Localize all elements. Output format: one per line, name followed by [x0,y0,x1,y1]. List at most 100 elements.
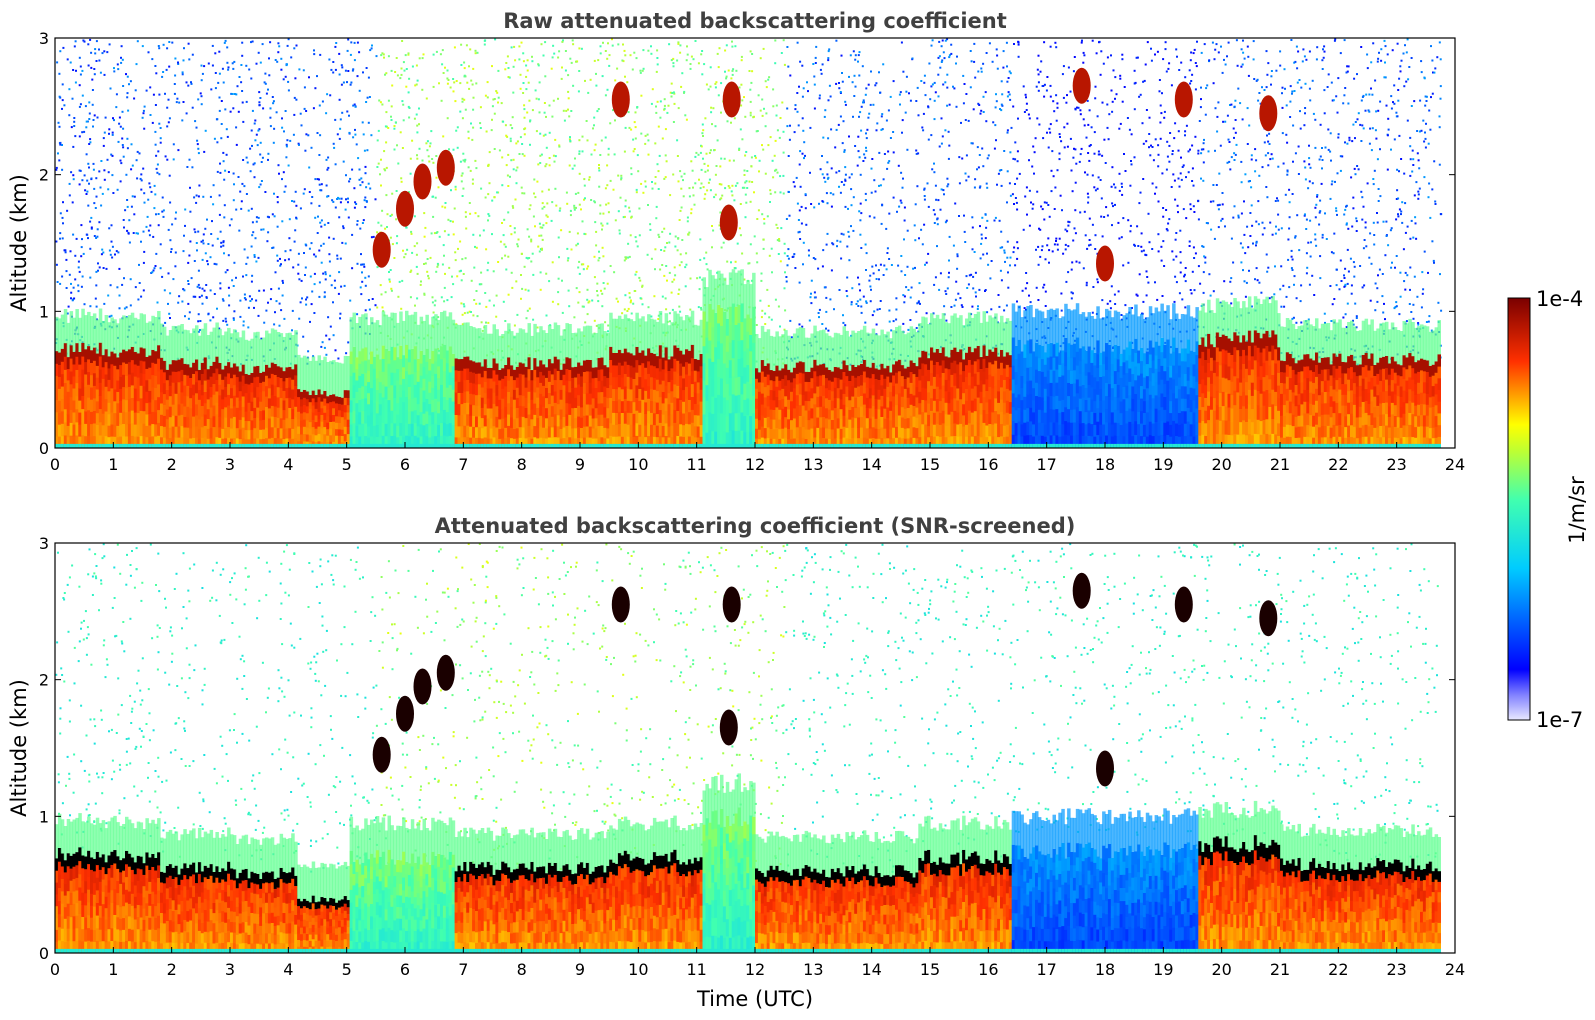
noise-pixel [561,311,564,314]
noise-pixel [68,273,71,276]
noise-pixel [464,215,467,218]
noise-pixel [1367,109,1370,112]
noise-pixel [1066,122,1069,125]
noise-pixel [81,179,84,182]
noise-pixel [566,247,569,250]
noise-pixel [122,85,125,87]
noise-pixel [1178,185,1181,188]
noise-pixel [157,213,160,215]
noise-pixel [735,69,738,72]
noise-pixel [1129,230,1132,233]
noise-pixel [1111,166,1114,169]
noise-pixel [1294,60,1297,63]
noise-pixel [410,232,413,235]
noise-pixel [942,83,945,86]
noise-pixel [363,265,366,268]
noise-pixel [362,219,365,222]
noise-pixel [1336,172,1339,175]
noise-pixel [615,297,618,300]
noise-pixel [61,237,64,240]
noise-pixel [1033,172,1035,175]
noise-pixel [923,195,926,197]
noise-pixel [936,218,939,221]
noise-pixel [656,63,659,66]
noise-pixel [625,257,628,260]
noise-pixel [768,254,771,257]
noise-pixel [77,260,80,263]
noise-pixel [734,184,737,187]
noise-pixel [1145,294,1148,297]
noise-pixel [655,105,657,108]
noise-pixel [442,135,445,138]
noise-pixel [958,182,961,185]
noise-pixel [1001,246,1004,249]
noise-pixel [511,116,514,119]
noise-pixel [250,129,253,132]
noise-pixel [1056,106,1059,109]
noise-pixel [169,201,172,204]
noise-pixel [158,47,161,50]
noise-pixel [1393,138,1396,141]
noise-pixel [326,195,329,198]
noise-pixel [59,282,62,285]
noise-pixel [437,186,440,189]
noise-pixel [471,182,474,185]
noise-pixel [235,93,238,96]
noise-pixel [1258,92,1261,94]
noise-pixel [1174,275,1177,278]
noise-pixel [593,276,596,279]
noise-pixel [595,72,597,75]
noise-pixel [1228,141,1231,143]
noise-pixel [313,283,316,286]
noise-pixel [102,251,105,254]
noise-pixel [1413,194,1416,197]
noise-pixel [1177,130,1180,133]
noise-pixel [606,184,609,187]
noise-pixel [203,150,206,153]
noise-pixel [1070,169,1073,172]
noise-pixel [1331,303,1334,306]
noise-pixel [389,269,392,271]
noise-pixel [319,189,322,192]
noise-pixel [1397,99,1400,102]
noise-pixel [511,205,514,208]
noise-pixel [321,100,324,103]
noise-pixel [334,206,337,209]
noise-pixel [110,153,113,156]
noise-pixel [573,316,576,319]
noise-pixel [59,232,62,235]
noise-pixel [235,143,238,146]
noise-pixel [796,202,799,205]
noise-pixel [944,81,947,84]
noise-pixel [1103,216,1106,218]
noise-pixel [793,185,796,188]
noise-pixel [1265,253,1268,256]
noise-pixel [738,149,741,151]
noise-pixel [1361,124,1364,127]
noise-pixel [596,282,599,285]
noise-pixel [1361,286,1364,289]
noise-pixel [670,95,673,98]
noise-pixel [573,204,576,207]
noise-pixel [581,135,584,138]
noise-pixel [530,260,533,263]
noise-pixel [537,64,540,67]
noise-pixel [680,206,683,209]
noise-pixel [1079,153,1082,156]
noise-pixel [302,192,305,195]
noise-pixel [167,98,170,101]
noise-pixel [954,202,957,205]
noise-pixel [1142,80,1145,83]
noise-pixel [1194,62,1197,64]
noise-pixel [976,308,979,310]
noise-pixel [1189,208,1192,211]
noise-pixel [706,189,709,192]
noise-pixel [936,245,938,248]
noise-pixel [870,70,872,73]
noise-pixel [985,120,988,123]
noise-pixel [102,267,105,269]
noise-pixel [197,330,200,333]
noise-pixel [971,226,974,229]
noise-pixel [608,64,611,67]
noise-pixel [1044,258,1047,261]
